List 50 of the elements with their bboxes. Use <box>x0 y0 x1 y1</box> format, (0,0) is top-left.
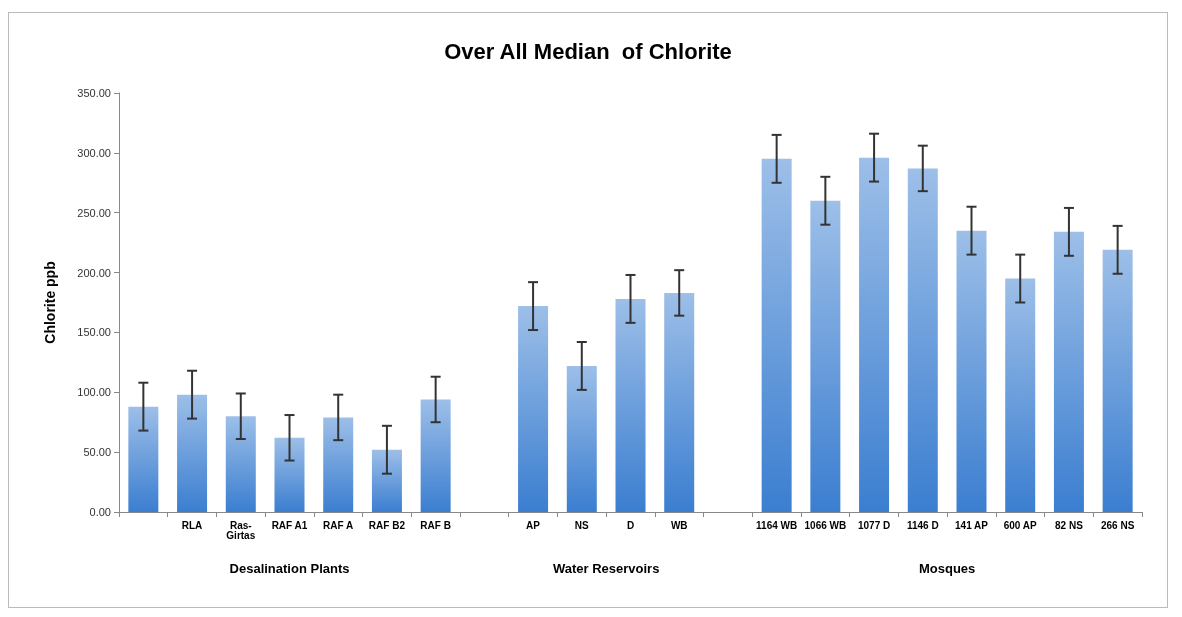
bar <box>518 306 549 512</box>
bar <box>907 168 938 512</box>
x-tick-label: 1164 WB <box>756 519 798 531</box>
text: Desalination Plants <box>229 561 350 576</box>
bar <box>323 417 354 512</box>
y-tick-label: 50.00 <box>83 446 111 459</box>
x-tick-label: Ras-Girtas <box>226 519 256 541</box>
bar <box>566 365 597 512</box>
x-tick-label: D <box>626 519 635 531</box>
bar <box>1053 231 1084 512</box>
x-tick-label: 266 NS <box>1100 519 1135 531</box>
bar <box>274 437 305 512</box>
x-tick-label: 600 AP <box>1003 519 1038 531</box>
bar <box>859 157 890 512</box>
x-tick-label: NS <box>574 519 590 531</box>
x-tick-label: RAF B2 <box>368 519 406 531</box>
bar <box>956 230 987 512</box>
text: Mosques <box>918 561 976 576</box>
y-tick-label: 300.00 <box>77 146 111 159</box>
x-tick-label: RAF A <box>323 519 354 531</box>
y-tick-label: 100.00 <box>77 386 111 399</box>
text: Water Reservoirs <box>552 561 660 576</box>
bar <box>128 406 159 512</box>
x-tick-label: RLA <box>181 519 203 531</box>
bar <box>761 158 792 512</box>
y-tick-label: 150.00 <box>77 326 111 339</box>
bar <box>420 399 451 512</box>
y-tick-label: 200.00 <box>77 266 111 279</box>
y-tick-label: 250.00 <box>77 206 111 219</box>
x-tick-label: RAF B <box>420 519 451 531</box>
bar <box>225 416 256 512</box>
x-tick-label: 1077 D <box>857 519 891 531</box>
bar <box>810 200 841 512</box>
chart-title: Over All Median of Chlorite <box>444 38 732 64</box>
x-tick-label: 1146 D <box>906 519 939 531</box>
x-tick-label: 1066 WB <box>804 519 847 531</box>
y-tick-label: 0.00 <box>89 506 111 518</box>
bar <box>371 449 402 512</box>
x-tick-label: 82 NS <box>1055 519 1084 531</box>
bar <box>177 394 208 512</box>
bar <box>664 292 695 512</box>
x-tick-label: WB <box>670 519 688 531</box>
bar <box>1005 278 1036 512</box>
y-tick-label: 350.00 <box>77 87 111 99</box>
y-axis-title: Chlorite ppb <box>42 261 58 344</box>
x-tick-label: AP <box>526 519 541 531</box>
x-tick-label: 141 AP <box>955 519 989 531</box>
bar <box>1102 249 1133 512</box>
x-tick-label: RAF A1 <box>271 519 308 531</box>
bar <box>615 298 646 512</box>
